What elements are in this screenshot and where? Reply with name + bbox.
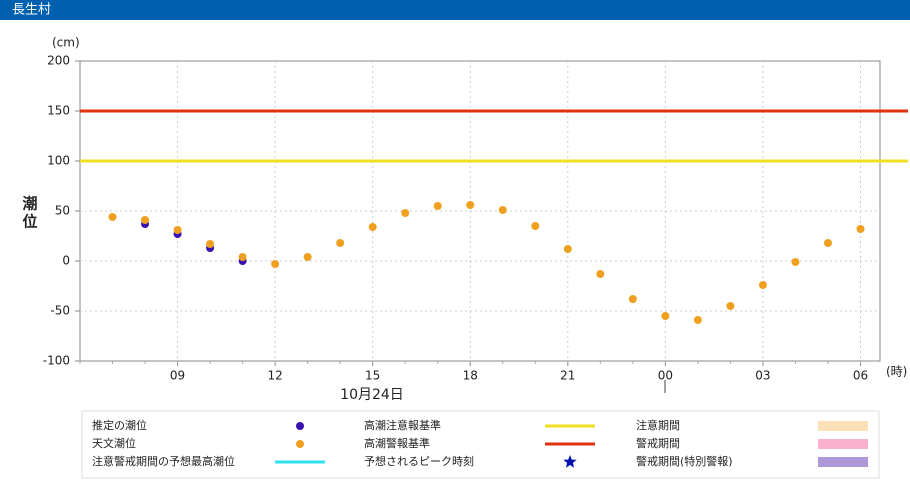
data-point bbox=[791, 258, 800, 266]
y-tick-label: 150 bbox=[47, 104, 70, 118]
y-axis-label: 位 bbox=[22, 213, 37, 231]
data-point bbox=[758, 281, 767, 289]
legend-label: 天文潮位 bbox=[92, 436, 136, 450]
data-point bbox=[368, 223, 377, 231]
y-unit: (cm) bbox=[52, 36, 80, 50]
data-point bbox=[531, 222, 540, 230]
data-point bbox=[141, 216, 150, 224]
legend-label: 推定の潮位 bbox=[92, 418, 147, 432]
y-tick-label: 0 bbox=[62, 254, 70, 268]
data-point bbox=[433, 202, 442, 210]
data-point bbox=[466, 201, 475, 209]
header-bar bbox=[0, 0, 910, 20]
data-point bbox=[303, 253, 312, 261]
y-tick-label: -50 bbox=[50, 304, 70, 318]
data-point bbox=[271, 260, 280, 268]
x-unit: (時) bbox=[886, 365, 907, 379]
x-tick-label: 06 bbox=[853, 369, 868, 383]
date-label: 10月24日 bbox=[340, 387, 404, 403]
legend-label: 注意期間 bbox=[636, 418, 680, 432]
header-title: 長生村 bbox=[12, 3, 51, 18]
data-point bbox=[823, 239, 832, 247]
y-axis-label: 潮 bbox=[22, 195, 37, 213]
data-point bbox=[173, 226, 182, 234]
x-tick-label: 21 bbox=[560, 369, 575, 383]
data-point bbox=[336, 239, 345, 247]
data-point bbox=[726, 302, 735, 310]
data-point bbox=[401, 209, 410, 217]
legend-symbol bbox=[818, 439, 868, 449]
y-tick-label: -100 bbox=[43, 354, 70, 368]
x-tick-label: 03 bbox=[755, 369, 770, 383]
legend-symbol bbox=[296, 422, 304, 430]
legend-box bbox=[81, 410, 880, 479]
data-point bbox=[856, 225, 865, 233]
x-tick-label: 18 bbox=[463, 369, 478, 383]
legend-label: 高潮警報基準 bbox=[364, 436, 430, 450]
legend-symbol bbox=[818, 421, 868, 431]
data-point bbox=[498, 206, 507, 214]
y-tick-label: 100 bbox=[47, 154, 70, 168]
x-tick-label: 15 bbox=[365, 369, 380, 383]
legend-label: 警戒期間(特別警報) bbox=[636, 454, 733, 468]
x-tick-label: 12 bbox=[267, 369, 282, 383]
legend-label: 警戒期間 bbox=[636, 436, 680, 450]
y-tick-label: 50 bbox=[55, 204, 70, 218]
x-tick-label: 09 bbox=[170, 369, 185, 383]
legend-symbol bbox=[563, 455, 577, 468]
legend-label: 高潮注意報基準 bbox=[364, 418, 441, 432]
data-point bbox=[693, 316, 702, 324]
data-point bbox=[206, 240, 215, 248]
legend-symbol bbox=[296, 440, 304, 448]
data-point bbox=[596, 270, 605, 278]
legend-label: 注意警戒期間の予想最高潮位 bbox=[92, 454, 235, 468]
data-point bbox=[108, 213, 117, 221]
y-tick-label: 200 bbox=[47, 54, 70, 68]
data-point bbox=[563, 245, 572, 253]
data-point bbox=[661, 312, 670, 320]
legend-symbol bbox=[818, 457, 868, 467]
legend-label: 予想されるピーク時刻 bbox=[364, 454, 474, 468]
data-point bbox=[238, 253, 247, 261]
data-point bbox=[628, 295, 637, 303]
x-tick-label: 00 bbox=[658, 369, 673, 383]
